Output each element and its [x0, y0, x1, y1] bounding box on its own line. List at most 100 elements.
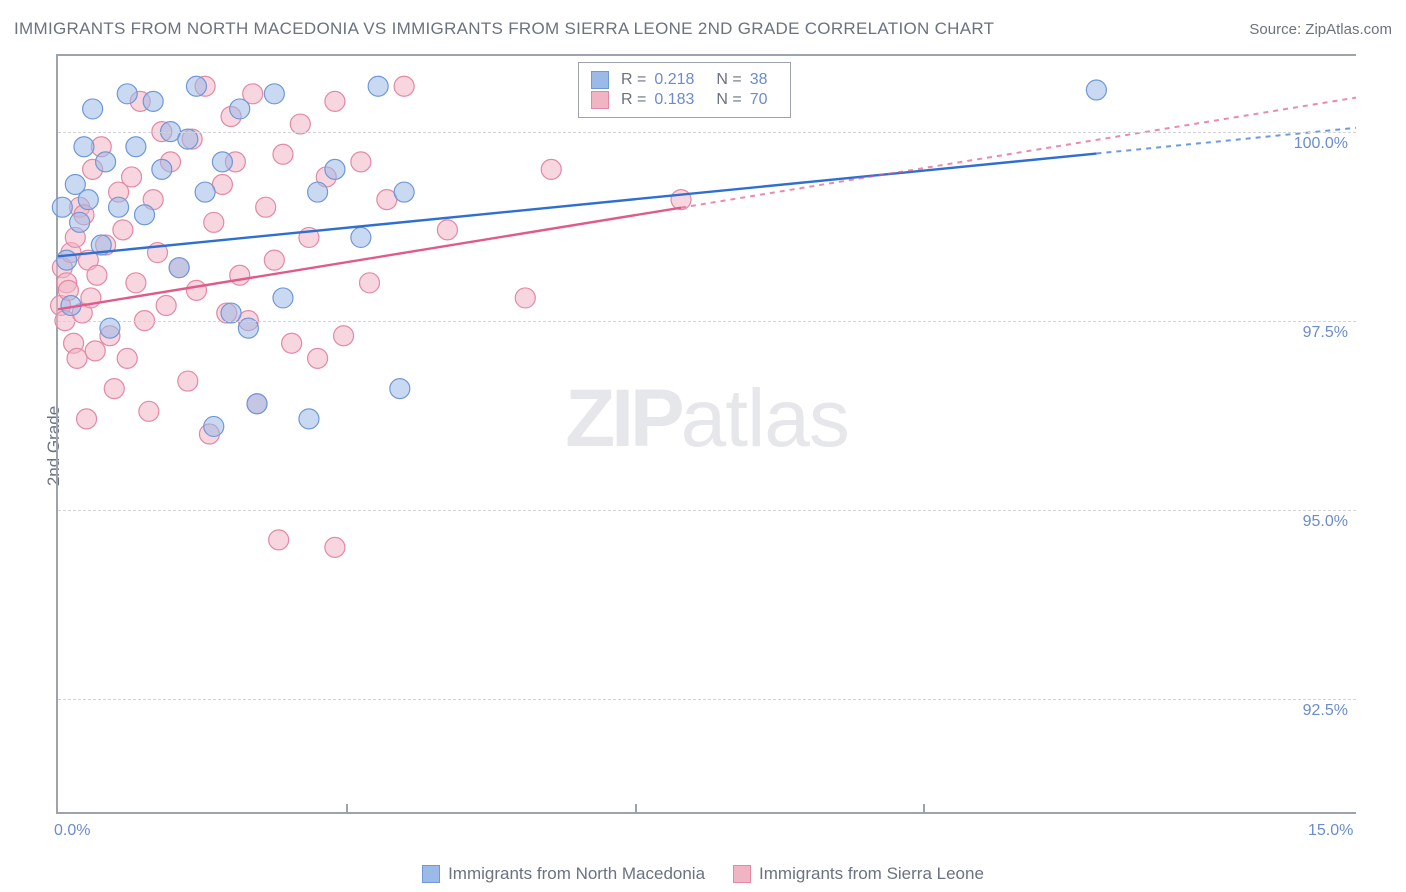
series-name: Immigrants from Sierra Leone [759, 864, 984, 884]
data-point [169, 258, 189, 278]
y-tick-label: 95.0% [1303, 513, 1348, 531]
x-tick-label: 0.0% [54, 822, 90, 840]
data-point [204, 416, 224, 436]
data-point [195, 182, 215, 202]
bottom-legend-item: Immigrants from Sierra Leone [733, 864, 984, 884]
data-point [325, 537, 345, 557]
data-point [83, 99, 103, 119]
y-tick-label: 100.0% [1294, 135, 1348, 153]
source-prefix: Source: [1249, 21, 1305, 38]
legend-n-label: N = [716, 71, 741, 89]
data-point [104, 379, 124, 399]
legend-r-value: 0.218 [654, 71, 694, 89]
data-point [113, 220, 133, 240]
data-point [57, 250, 77, 270]
data-point [308, 348, 328, 368]
data-point [117, 84, 137, 104]
gridline [58, 132, 1356, 133]
data-point [109, 197, 129, 217]
data-point [394, 182, 414, 202]
data-point [87, 265, 107, 285]
data-point [126, 137, 146, 157]
source-link[interactable]: ZipAtlas.com [1305, 21, 1392, 38]
y-tick-label: 92.5% [1303, 702, 1348, 720]
data-point [671, 190, 691, 210]
x-tick-label: 15.0% [1308, 822, 1353, 840]
trend-line [58, 154, 1096, 257]
data-point [122, 167, 142, 187]
data-point [368, 76, 388, 96]
data-point [96, 152, 116, 172]
data-point [230, 265, 250, 285]
data-point [325, 91, 345, 111]
plot-area: ZIPatlas R =0.218N =38R =0.183N =70 92.5… [56, 54, 1356, 814]
data-point [67, 348, 87, 368]
legend-row: R = 0.183 N = 70 [591, 91, 778, 109]
data-point [334, 326, 354, 346]
legend-swatch [591, 71, 609, 89]
legend-row: R = 0.218 N = 38 [591, 71, 778, 89]
legend-swatch [733, 865, 751, 883]
x-minor-tick [635, 804, 637, 814]
data-point [269, 530, 289, 550]
data-point [78, 190, 98, 210]
data-point [264, 84, 284, 104]
data-point [437, 220, 457, 240]
data-point [247, 394, 267, 414]
legend-n-value: 70 [750, 91, 768, 109]
y-tick-label: 97.5% [1303, 324, 1348, 342]
legend-r-label: R = [621, 71, 646, 89]
data-point [360, 273, 380, 293]
x-minor-tick [346, 804, 348, 814]
data-point [282, 333, 302, 353]
x-minor-tick [923, 804, 925, 814]
data-point [351, 227, 371, 247]
data-point [230, 99, 250, 119]
data-point [74, 137, 94, 157]
data-point [135, 205, 155, 225]
data-point [77, 409, 97, 429]
bottom-legend-item: Immigrants from North Macedonia [422, 864, 705, 884]
data-point [143, 91, 163, 111]
data-point [1086, 80, 1106, 100]
bottom-legend: Immigrants from North Macedonia Immigrant… [0, 864, 1406, 884]
data-point [256, 197, 276, 217]
data-point [70, 212, 90, 232]
gridline [58, 699, 1356, 700]
data-point [541, 159, 561, 179]
data-point [178, 371, 198, 391]
legend-swatch [591, 91, 609, 109]
legend-n-label: N = [716, 91, 741, 109]
data-point [139, 401, 159, 421]
data-point [117, 348, 137, 368]
source-label: Source: ZipAtlas.com [1249, 21, 1392, 38]
legend-n-value: 38 [750, 71, 768, 89]
data-point [204, 212, 224, 232]
data-point [351, 152, 371, 172]
gridline [58, 321, 1356, 322]
data-point [394, 76, 414, 96]
data-point [52, 197, 72, 217]
data-point [264, 250, 284, 270]
data-point [126, 273, 146, 293]
data-point [390, 379, 410, 399]
data-point [152, 159, 172, 179]
data-point [308, 182, 328, 202]
legend-box: R = 0.218 N = 38 R = 0.183 N = 70 [578, 62, 791, 118]
data-point [156, 295, 176, 315]
legend-r-value: 0.183 [654, 91, 694, 109]
data-point [325, 159, 345, 179]
gridline [58, 510, 1356, 511]
data-point [186, 76, 206, 96]
data-point [273, 144, 293, 164]
data-point [299, 409, 319, 429]
data-point [273, 288, 293, 308]
chart-title: IMMIGRANTS FROM NORTH MACEDONIA VS IMMIG… [14, 19, 994, 39]
data-point [212, 152, 232, 172]
data-point [515, 288, 535, 308]
legend-r-label: R = [621, 91, 646, 109]
data-point [85, 341, 105, 361]
data-point [186, 280, 206, 300]
series-name: Immigrants from North Macedonia [448, 864, 705, 884]
legend-swatch [422, 865, 440, 883]
